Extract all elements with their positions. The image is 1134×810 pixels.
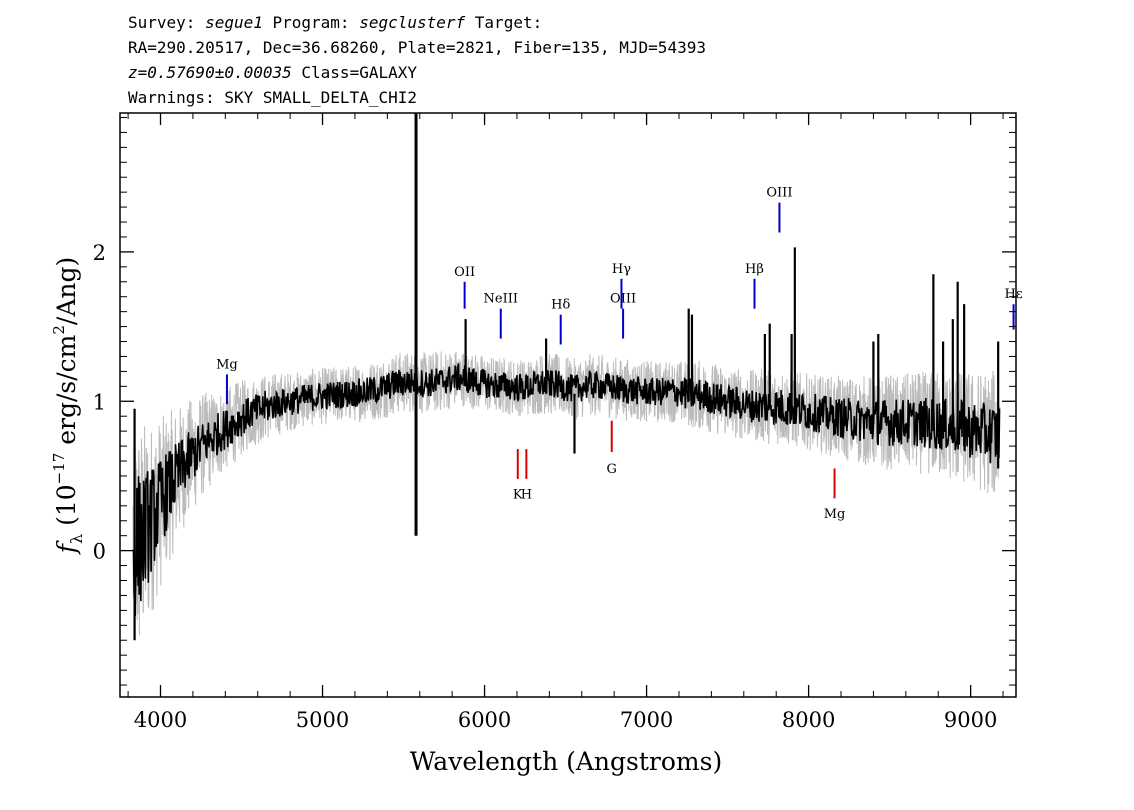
header-line-2: RA=290.20517, Dec=36.68260, Plate=2821, …: [128, 38, 706, 57]
emission-line-label: Hε: [1005, 287, 1023, 302]
emission-line-label: Hγ: [612, 262, 631, 277]
emission-line-label: Mg: [216, 357, 238, 372]
header-line-3: z=0.57690±0.00035 Class=GALAXY: [128, 63, 417, 82]
plot-frame: [119, 112, 1017, 698]
emission-line-label: OIII: [766, 186, 792, 201]
line-markers: Mg OII NeIII Hδ Hγ OIII Hβ OIII Hε KH G Mg: [216, 186, 1023, 522]
emission-line-label: NeIII: [484, 292, 518, 307]
y-axis-title: fλ (10−17 erg/s/cm2/Ang): [50, 257, 86, 556]
absorption-line-label: G: [607, 462, 617, 477]
header-line-1: Survey: segue1 Program: segclusterf Targ…: [128, 13, 542, 32]
emission-line-label: OIII: [610, 292, 636, 307]
x-tick-label: 4000: [134, 708, 187, 732]
y-tick-label: 0: [93, 540, 106, 564]
emission-line-label: Hβ: [745, 262, 764, 277]
absorption-line-label: K: [513, 487, 523, 502]
x-tick-label: 7000: [620, 708, 673, 732]
absorption-line-label: H: [521, 487, 532, 502]
header: Survey: segue1 Program: segclusterf Targ…: [128, 13, 706, 107]
emission-line-label: OII: [454, 265, 475, 280]
emission-line-label: Hδ: [551, 298, 570, 313]
x-axis-title: Wavelength (Angstroms): [410, 747, 722, 776]
y-tick-label: 1: [93, 390, 106, 414]
x-tick-label: 9000: [944, 708, 997, 732]
x-tick-label: 8000: [782, 708, 835, 732]
axis-ticks: 4000 5000 6000 7000 8000 9000 0 1 2: [93, 113, 1016, 732]
spectrum-layer: [132, 113, 1001, 641]
y-tick-label: 2: [93, 241, 106, 265]
x-tick-label: 5000: [296, 708, 349, 732]
header-line-4: Warnings: SKY SMALL_DELTA_CHI2: [128, 88, 417, 107]
spectrum-series-smoothed-flux: [132, 363, 1001, 616]
x-tick-label: 6000: [458, 708, 511, 732]
absorption-line-label: Mg: [824, 507, 846, 522]
